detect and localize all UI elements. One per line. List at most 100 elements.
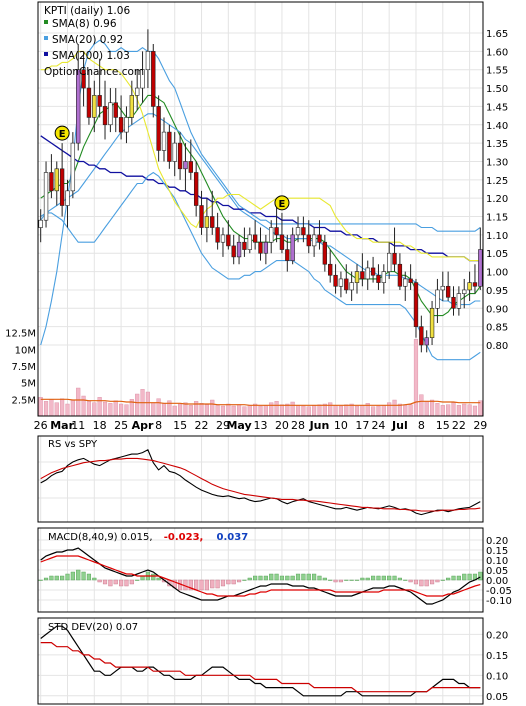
earnings-marker-label: E — [279, 199, 286, 210]
price-tick-label: 0.85 — [486, 323, 508, 334]
macd-histogram-bar — [376, 575, 381, 581]
candle-down — [49, 172, 54, 192]
candle-down — [226, 234, 231, 247]
macd-histogram-bar — [440, 579, 445, 581]
macd-histogram-bar — [38, 579, 43, 581]
candle-down — [333, 274, 338, 287]
candle-down — [215, 227, 220, 243]
earnings-marker — [54, 125, 70, 141]
volume-bar — [333, 405, 338, 417]
macd-histogram-bar — [424, 579, 429, 587]
macd-histogram-bar — [408, 579, 413, 583]
macd-tick-label: -0.05 — [486, 586, 512, 597]
x-tick-label: 28 — [291, 419, 305, 432]
macd-histogram-bar — [451, 575, 456, 581]
candle-down — [392, 252, 397, 265]
std-tick-label: 0.10 — [486, 671, 508, 682]
macd-histogram-bar — [263, 575, 268, 581]
volume-bar — [92, 402, 97, 417]
macd-histogram-bar — [269, 573, 274, 581]
candle-up — [124, 117, 129, 133]
candle-down — [102, 106, 108, 126]
macd-histogram-bar — [467, 573, 472, 581]
macd-histogram-bar — [317, 575, 322, 581]
volume-bar — [413, 339, 419, 417]
macd-histogram-bar — [102, 579, 108, 585]
candle-up — [183, 161, 188, 170]
candle-up — [269, 227, 274, 243]
x-tick-label: 18 — [93, 419, 107, 432]
volume-bar — [360, 405, 365, 417]
candle-down — [274, 227, 279, 236]
volume-bar — [172, 405, 177, 417]
volume-bar — [119, 403, 124, 417]
price-tick-label: 1.10 — [486, 231, 508, 242]
x-tick-label: 20 — [275, 419, 289, 432]
candle-down — [242, 241, 247, 250]
macd-tick-label: -0.10 — [486, 596, 512, 607]
candle-down — [188, 161, 193, 173]
candle-up — [135, 87, 140, 96]
volume-tick-label: 12.5M — [5, 329, 36, 340]
volume-bar — [135, 393, 140, 417]
macd-histogram-bar — [204, 579, 209, 591]
candle-down — [210, 216, 215, 228]
volume-bar — [312, 405, 317, 417]
macd-histogram-bar — [231, 579, 236, 585]
candle-up — [462, 289, 467, 294]
candle-down — [328, 263, 333, 276]
macd-histogram-bar — [54, 575, 59, 581]
volume-bar — [70, 399, 75, 417]
volume-bar — [419, 394, 424, 417]
volume-bar — [306, 406, 311, 417]
macd-histogram-bar — [108, 579, 113, 587]
x-tick-label: 22 — [195, 419, 209, 432]
macd-histogram-bar — [199, 579, 204, 591]
macd-histogram-bar — [129, 579, 134, 585]
price-tick-label: 1.45 — [486, 102, 508, 113]
candle-down — [279, 234, 285, 250]
volume-bar — [60, 398, 65, 417]
volume-bar — [392, 399, 397, 417]
volume-bar — [381, 405, 386, 417]
volume-bar — [424, 401, 429, 417]
candle-down — [231, 245, 236, 258]
macd-histogram-bar — [295, 573, 301, 581]
volume-bar — [290, 401, 295, 417]
volume-bar — [295, 405, 301, 417]
candle-down — [59, 168, 65, 206]
macd-histogram-bar — [60, 575, 65, 581]
ticker-label: KPTI (daily) 1.06 — [44, 5, 130, 17]
panel-frame — [37, 527, 484, 613]
volume-bar — [258, 405, 263, 417]
price-tick-label: 1.05 — [486, 249, 508, 260]
volume-bar — [462, 403, 467, 417]
candle-down — [451, 296, 456, 309]
macd-tick-label: 0.10 — [486, 556, 508, 567]
macd-label-prefix: MACD(8,40,9) 0.015, — [48, 532, 153, 543]
candle-up — [145, 51, 151, 71]
candle-up — [140, 69, 145, 89]
candle-up — [386, 252, 392, 272]
price-tick-label: 1.60 — [486, 47, 508, 58]
x-tick-label: 8 — [155, 419, 162, 432]
sma8-swatch — [44, 20, 48, 24]
macd-histogram-bar — [124, 579, 129, 587]
macd-line — [40, 547, 481, 605]
macd-histogram-bar — [456, 575, 461, 581]
candle-down — [151, 51, 156, 107]
macd-histogram-bar — [392, 575, 397, 581]
candle-down — [472, 282, 478, 287]
macd-histogram-bar — [365, 577, 370, 581]
candle-up — [220, 234, 226, 243]
candle-down — [199, 205, 204, 228]
price-tick-label: 1.55 — [486, 66, 508, 77]
volume-tick-label: 10M — [15, 345, 36, 356]
x-tick-label: 8 — [418, 419, 425, 432]
x-tick-label: 24 — [371, 419, 385, 432]
price-tick-label: 0.95 — [486, 286, 508, 297]
volume-bar — [183, 402, 188, 417]
macd-histogram-bar — [387, 575, 392, 581]
candle-down — [419, 326, 424, 346]
volume-bar — [76, 387, 81, 417]
